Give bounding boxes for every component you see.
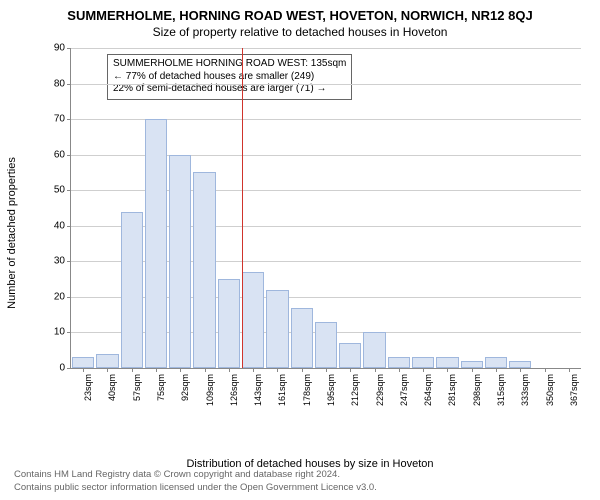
x-tick-label: 75sqm bbox=[156, 374, 166, 401]
bar bbox=[436, 357, 458, 368]
x-tick bbox=[472, 368, 473, 372]
bar bbox=[509, 361, 531, 368]
x-tick-label: 178sqm bbox=[302, 374, 312, 406]
y-tick-label: 40 bbox=[54, 220, 65, 231]
bar bbox=[388, 357, 410, 368]
x-tick bbox=[399, 368, 400, 372]
x-tick bbox=[569, 368, 570, 372]
annotation-line-2: ← 77% of detached houses are smaller (24… bbox=[113, 71, 346, 84]
bar bbox=[291, 308, 313, 368]
x-tick-label: 298sqm bbox=[472, 374, 482, 406]
reference-line bbox=[242, 48, 243, 368]
x-tick bbox=[229, 368, 230, 372]
bar bbox=[218, 279, 240, 368]
x-tick-label: 315sqm bbox=[496, 374, 506, 406]
page-title: SUMMERHOLME, HORNING ROAD WEST, HOVETON,… bbox=[0, 0, 600, 23]
bar bbox=[315, 322, 337, 368]
y-tick bbox=[67, 226, 71, 227]
x-tick bbox=[326, 368, 327, 372]
footer-line-1: Contains HM Land Registry data © Crown c… bbox=[14, 469, 377, 481]
x-tick bbox=[520, 368, 521, 372]
bar bbox=[242, 272, 264, 368]
y-tick bbox=[67, 48, 71, 49]
x-tick-label: 229sqm bbox=[375, 374, 385, 406]
bar bbox=[193, 172, 215, 368]
bar bbox=[363, 332, 385, 368]
page-subtitle: Size of property relative to detached ho… bbox=[0, 23, 600, 39]
y-tick bbox=[67, 119, 71, 120]
bar bbox=[266, 290, 288, 368]
x-tick bbox=[277, 368, 278, 372]
x-tick-label: 143sqm bbox=[253, 374, 263, 406]
bar bbox=[96, 354, 118, 368]
y-tick bbox=[67, 190, 71, 191]
x-tick-label: 23sqm bbox=[83, 374, 93, 401]
x-tick bbox=[496, 368, 497, 372]
bar bbox=[145, 119, 167, 368]
plot-region: SUMMERHOLME HORNING ROAD WEST: 135sqm ← … bbox=[70, 48, 581, 369]
y-tick-label: 0 bbox=[59, 363, 65, 374]
x-tick bbox=[350, 368, 351, 372]
y-tick-label: 60 bbox=[54, 149, 65, 160]
annotation-line-1: SUMMERHOLME HORNING ROAD WEST: 135sqm bbox=[113, 58, 346, 71]
x-tick bbox=[447, 368, 448, 372]
x-tick-label: 195sqm bbox=[326, 374, 336, 406]
gridline bbox=[71, 48, 581, 49]
annotation-box: SUMMERHOLME HORNING ROAD WEST: 135sqm ← … bbox=[107, 54, 352, 100]
y-tick-label: 90 bbox=[54, 43, 65, 54]
x-tick-label: 281sqm bbox=[447, 374, 457, 406]
y-tick-label: 80 bbox=[54, 78, 65, 89]
x-tick bbox=[83, 368, 84, 372]
bar bbox=[485, 357, 507, 368]
y-tick bbox=[67, 368, 71, 369]
bar bbox=[339, 343, 361, 368]
x-tick bbox=[107, 368, 108, 372]
y-tick bbox=[67, 84, 71, 85]
x-tick-label: 264sqm bbox=[423, 374, 433, 406]
bar bbox=[412, 357, 434, 368]
chart-area: Number of detached properties SUMMERHOLM… bbox=[30, 48, 590, 418]
footer-attribution: Contains HM Land Registry data © Crown c… bbox=[14, 469, 377, 494]
y-tick-label: 50 bbox=[54, 185, 65, 196]
x-tick-label: 57sqm bbox=[132, 374, 142, 401]
x-tick bbox=[302, 368, 303, 372]
y-tick bbox=[67, 155, 71, 156]
x-tick-label: 161sqm bbox=[277, 374, 287, 406]
y-tick-label: 30 bbox=[54, 256, 65, 267]
y-tick bbox=[67, 261, 71, 262]
gridline bbox=[71, 84, 581, 85]
bar bbox=[72, 357, 94, 368]
x-tick bbox=[545, 368, 546, 372]
y-tick-label: 20 bbox=[54, 291, 65, 302]
x-tick bbox=[375, 368, 376, 372]
annotation-line-3: 22% of semi-detached houses are larger (… bbox=[113, 83, 346, 96]
x-tick-label: 212sqm bbox=[350, 374, 360, 406]
x-tick-label: 367sqm bbox=[569, 374, 579, 406]
x-tick-label: 247sqm bbox=[399, 374, 409, 406]
y-tick bbox=[67, 332, 71, 333]
x-tick-label: 40sqm bbox=[107, 374, 117, 401]
x-tick-label: 350sqm bbox=[545, 374, 555, 406]
bar bbox=[461, 361, 483, 368]
x-axis-label: Distribution of detached houses by size … bbox=[186, 458, 433, 470]
x-tick bbox=[253, 368, 254, 372]
x-tick-label: 92sqm bbox=[180, 374, 190, 401]
x-tick-label: 126sqm bbox=[229, 374, 239, 406]
y-axis-label: Number of detached properties bbox=[6, 157, 18, 309]
x-tick bbox=[132, 368, 133, 372]
bar bbox=[121, 212, 143, 368]
x-tick-label: 109sqm bbox=[205, 374, 215, 406]
x-tick bbox=[423, 368, 424, 372]
x-tick bbox=[180, 368, 181, 372]
y-tick-label: 70 bbox=[54, 114, 65, 125]
x-tick bbox=[156, 368, 157, 372]
bar bbox=[169, 155, 191, 368]
x-tick-label: 333sqm bbox=[520, 374, 530, 406]
y-tick-label: 10 bbox=[54, 327, 65, 338]
y-tick bbox=[67, 297, 71, 298]
x-tick bbox=[205, 368, 206, 372]
footer-line-2: Contains public sector information licen… bbox=[14, 482, 377, 494]
